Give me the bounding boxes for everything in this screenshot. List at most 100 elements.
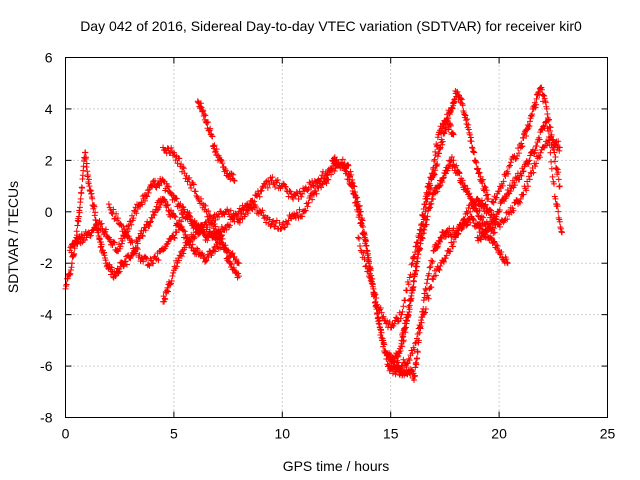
- data-point: [413, 267, 420, 274]
- data-point: [167, 281, 174, 288]
- data-point: [479, 230, 486, 237]
- data-point: [446, 120, 453, 127]
- data-point: [302, 207, 309, 214]
- data-point: [413, 243, 420, 250]
- data-point: [213, 146, 220, 153]
- data-point: [89, 195, 96, 202]
- data-point: [117, 263, 124, 270]
- x-tick-label: 10: [275, 426, 291, 442]
- data-point: [467, 134, 474, 141]
- data-point: [191, 234, 198, 241]
- data-point: [199, 107, 206, 114]
- data-point: [364, 248, 371, 255]
- data-point: [67, 266, 74, 273]
- data-point: [101, 252, 108, 259]
- data-point: [83, 160, 90, 167]
- data-point: [323, 180, 330, 187]
- data-point: [119, 237, 126, 244]
- data-point: [257, 188, 264, 195]
- data-point: [128, 237, 135, 244]
- data-point: [426, 264, 433, 271]
- data-point: [485, 195, 492, 202]
- data-point: [543, 105, 550, 112]
- data-point: [402, 317, 409, 324]
- data-point: [170, 269, 177, 276]
- data-point: [269, 174, 276, 181]
- data-point: [498, 249, 505, 256]
- data-point: [328, 166, 335, 173]
- data-point: [378, 329, 385, 336]
- data-point: [401, 325, 408, 332]
- data-point: [434, 161, 441, 168]
- data-point: [431, 171, 438, 178]
- data-point: [422, 204, 429, 211]
- data-point: [263, 219, 270, 226]
- data-point: [471, 203, 478, 210]
- data-point: [525, 183, 532, 190]
- data-point: [499, 196, 506, 203]
- data-point: [76, 209, 83, 216]
- data-point: [448, 153, 455, 160]
- data-point: [555, 138, 562, 145]
- data-point: [433, 141, 440, 148]
- data-point: [243, 206, 250, 213]
- data-point: [416, 246, 423, 253]
- data-point: [525, 158, 532, 165]
- data-point: [212, 223, 219, 230]
- data-point: [476, 207, 483, 214]
- data-point: [410, 283, 417, 290]
- y-tick-label: 6: [45, 50, 53, 66]
- data-point: [409, 350, 416, 357]
- data-point: [367, 265, 374, 272]
- data-point: [460, 215, 467, 222]
- data-point: [549, 173, 556, 180]
- data-point: [421, 290, 428, 297]
- data-point: [544, 115, 551, 122]
- data-point: [168, 207, 175, 214]
- data-point: [192, 188, 199, 195]
- data-point: [437, 145, 444, 152]
- data-point: [310, 182, 317, 189]
- data-point: [368, 278, 375, 285]
- data-point: [230, 171, 237, 178]
- data-point: [465, 121, 472, 128]
- data-point: [470, 149, 477, 156]
- data-point: [558, 229, 565, 236]
- data-point: [474, 195, 481, 202]
- grid-layer: [65, 57, 608, 418]
- data-point: [489, 198, 496, 205]
- data-point: [147, 218, 154, 225]
- data-point: [403, 318, 410, 325]
- data-point: [188, 184, 195, 191]
- data-point: [333, 156, 340, 163]
- data-point: [442, 255, 449, 262]
- data-point: [423, 199, 430, 206]
- data-point: [393, 314, 400, 321]
- data-point: [479, 180, 486, 187]
- data-point: [471, 149, 478, 156]
- data-point: [80, 163, 87, 170]
- data-point: [102, 257, 109, 264]
- data-point: [551, 180, 558, 187]
- data-point: [542, 119, 549, 126]
- data-point: [408, 367, 415, 374]
- data-point: [195, 99, 202, 106]
- data-point: [83, 154, 90, 161]
- data-point: [456, 170, 463, 177]
- data-point: [468, 138, 475, 145]
- data-point: [171, 235, 178, 242]
- data-point: [414, 349, 421, 356]
- data-point: [164, 183, 171, 190]
- series-track-10: [387, 134, 563, 372]
- data-point: [541, 93, 548, 100]
- data-point: [439, 141, 446, 148]
- data-point: [484, 191, 491, 198]
- data-point: [310, 182, 317, 189]
- data-point: [202, 202, 209, 209]
- data-point: [384, 317, 391, 324]
- data-point: [155, 181, 162, 188]
- data-point: [269, 218, 276, 225]
- data-point: [501, 217, 508, 224]
- data-point: [556, 218, 563, 225]
- data-point: [407, 371, 414, 378]
